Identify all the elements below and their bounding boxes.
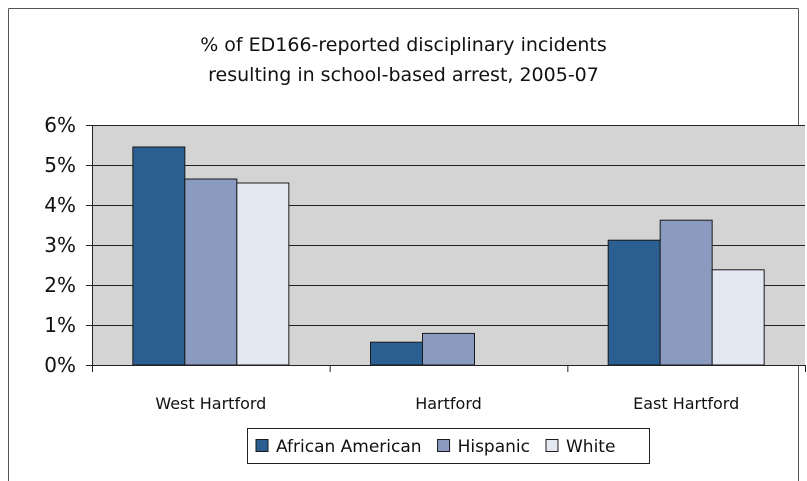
- axes: [86, 125, 806, 372]
- y-tick-label-3: 3%: [44, 233, 76, 257]
- legend-label-white: White: [566, 437, 615, 457]
- x-tick-labels: West Hartford Hartford East Hartford: [155, 394, 739, 413]
- bar-african-american-west-hartford: [132, 146, 186, 366]
- bar-african-american-hartford: [370, 341, 423, 366]
- bar-hispanic-hartford: [422, 332, 475, 366]
- chart-title-line-1: % of ED166-reported disciplinary inciden…: [200, 34, 607, 56]
- y-tick-label-4: 4%: [44, 193, 76, 217]
- bars: [132, 146, 765, 366]
- x-tick-label-east-hartford: East Hartford: [633, 394, 739, 413]
- legend: African American Hispanic White: [247, 428, 650, 464]
- x-tick-label-hartford: Hartford: [415, 394, 482, 413]
- y-tick-label-2: 2%: [44, 273, 76, 297]
- y-tick-label-0: 0%: [44, 353, 76, 377]
- bar-hispanic-west-hartford: [184, 178, 238, 366]
- legend-label-hispanic: Hispanic: [458, 437, 530, 457]
- y-tick-label-6: 6%: [44, 113, 76, 137]
- bar-white-west-hartford: [236, 182, 290, 366]
- legend-swatch-hispanic: [437, 439, 451, 452]
- y-tick-label-5: 5%: [44, 153, 76, 177]
- bar-white-east-hartford: [711, 269, 765, 366]
- bar-hispanic-east-hartford: [659, 219, 713, 366]
- legend-label-african-american: African American: [276, 437, 422, 457]
- y-tick-label-1: 1%: [44, 313, 76, 337]
- x-tick-label-west-hartford: West Hartford: [155, 394, 266, 413]
- chart-title-line-2: resulting in school-based arrest, 2005-0…: [208, 64, 599, 86]
- legend-swatch-african-american: [255, 439, 269, 452]
- y-tick-labels: 0% 1% 2% 3% 4% 5% 6%: [44, 113, 76, 377]
- bar-african-american-east-hartford: [607, 239, 661, 366]
- legend-swatch-white: [545, 439, 559, 452]
